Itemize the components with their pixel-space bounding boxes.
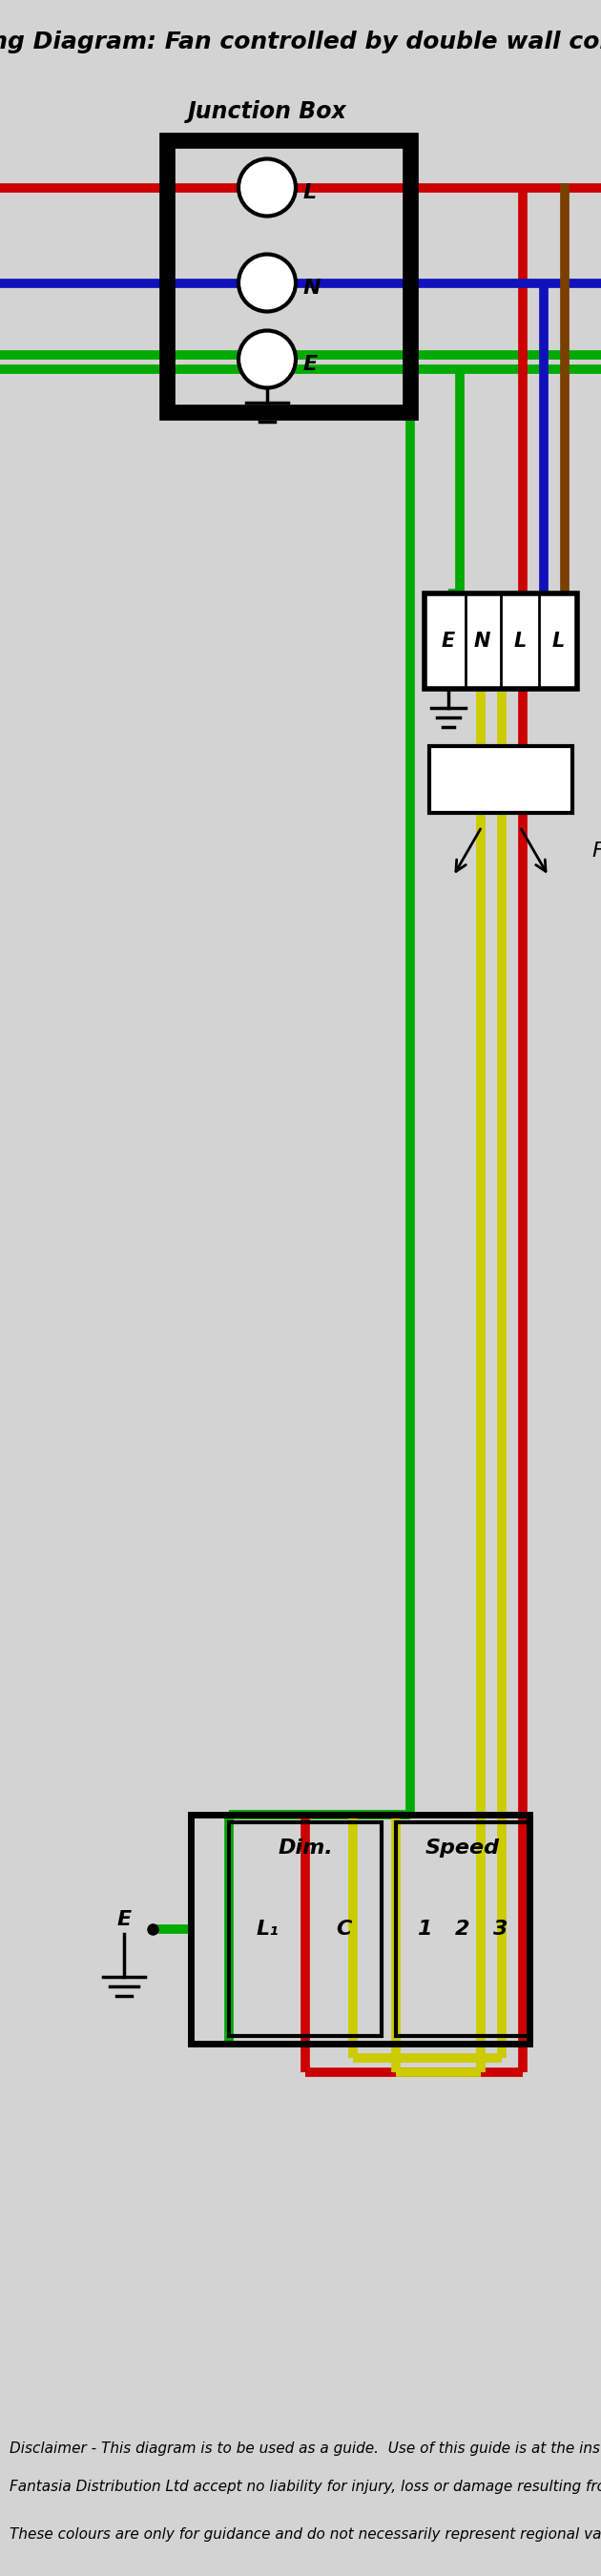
- Text: 1: 1: [417, 1919, 432, 1937]
- Text: Junction Box: Junction Box: [188, 100, 347, 124]
- Text: 3: 3: [493, 1919, 508, 1937]
- Text: Dim.: Dim.: [278, 1839, 333, 1857]
- Bar: [229, 1821, 382, 2035]
- Text: L: L: [514, 631, 526, 649]
- Text: C: C: [335, 1919, 351, 1937]
- Circle shape: [239, 160, 296, 216]
- Text: N: N: [304, 278, 321, 296]
- Text: Fantasia Distribution Ltd accept no liability for injury, loss or damage resulti: Fantasia Distribution Ltd accept no liab…: [10, 2478, 601, 2494]
- Text: Speed: Speed: [426, 1839, 500, 1857]
- Text: Wiring Diagram: Fan controlled by double wall control: Wiring Diagram: Fan controlled by double…: [0, 31, 601, 54]
- Text: E: E: [304, 355, 318, 374]
- Circle shape: [239, 255, 296, 312]
- Circle shape: [239, 330, 296, 389]
- Text: E: E: [442, 631, 455, 649]
- Text: Fan/Light: Fan/Light: [591, 840, 601, 860]
- Bar: [429, 744, 572, 811]
- Bar: [396, 1821, 529, 2035]
- Text: N: N: [474, 631, 490, 649]
- Text: L₁: L₁: [255, 1919, 278, 1937]
- Bar: [167, 139, 410, 412]
- Text: E: E: [117, 1909, 131, 1929]
- Text: Disclaimer - This diagram is to be used as a guide.  Use of this guide is at the: Disclaimer - This diagram is to be used …: [10, 2442, 601, 2455]
- Text: These colours are only for guidance and do not necessarily represent regional va: These colours are only for guidance and …: [10, 2527, 601, 2540]
- Bar: [424, 592, 577, 688]
- Text: L: L: [552, 631, 564, 649]
- Text: L: L: [304, 183, 317, 201]
- Bar: [191, 1814, 529, 2043]
- Text: 2: 2: [456, 1919, 470, 1937]
